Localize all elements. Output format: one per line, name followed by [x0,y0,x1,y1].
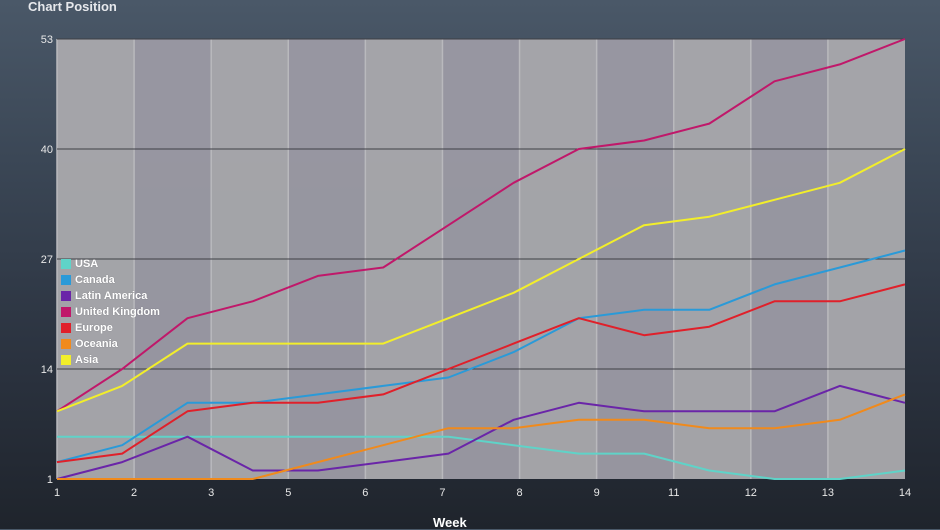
legend-item-europe[interactable]: Europe [61,321,160,335]
legend-swatch-oceania [61,339,71,349]
series-lines [56,38,906,480]
legend-swatch-usa [61,259,71,269]
y-tick-label: 40 [41,144,53,156]
series-line-asia[interactable] [56,148,906,413]
series-line-united-kingdom[interactable] [56,38,906,413]
series-line-oceania[interactable] [57,393,906,480]
y-tick-label: 27 [41,254,53,266]
series-line-europe[interactable] [56,283,906,464]
legend-swatch-asia [61,355,71,365]
legend: USA Canada Latin America United Kingdom … [61,257,160,367]
x-tick-label: 5 [285,487,291,499]
series-line-latin-america[interactable] [56,384,906,480]
x-tick-label: 14 [899,487,911,499]
x-tick-label: 13 [822,487,834,499]
y-axis-ticks: 1 14 27 40 53 [41,34,53,486]
legend-item-canada[interactable]: Canada [61,273,160,287]
x-tick-label: 9 [594,487,600,499]
series-line-usa[interactable] [57,435,906,480]
x-tick-label: 2 [131,487,137,499]
legend-swatch-canada [61,275,71,285]
legend-label: Europe [75,322,113,334]
legend-item-asia[interactable]: Asia [61,353,160,367]
legend-swatch-latin-america [61,291,71,301]
legend-item-oceania[interactable]: Oceania [61,337,160,351]
x-axis-title: Week [433,515,467,530]
x-axis-ticks: 1 2 3 5 6 7 8 9 11 12 13 14 [54,487,911,499]
x-tick-label: 11 [668,487,679,499]
y-tick-label: 1 [47,474,53,486]
legend-label: United Kingdom [75,306,160,318]
legend-label: Oceania [75,338,118,350]
x-tick-label: 6 [362,487,368,499]
gridlines [57,38,905,370]
x-tick-label: 12 [745,487,757,499]
legend-swatch-united-kingdom [61,307,71,317]
legend-label: Asia [75,354,99,366]
legend-item-usa[interactable]: USA [61,257,160,271]
legend-label: USA [75,258,99,270]
y-tick-label: 14 [41,364,53,376]
legend-label: Latin America [75,290,148,302]
legend-item-united-kingdom[interactable]: United Kingdom [61,305,160,319]
chart-title: Chart Position [28,0,117,14]
legend-label: Canada [75,274,115,286]
x-tick-label: 8 [516,487,522,499]
legend-item-latin-america[interactable]: Latin America [61,289,160,303]
x-tick-label: 7 [439,487,445,499]
legend-swatch-europe [61,323,71,333]
x-tick-label: 3 [208,487,214,499]
series-line-canada[interactable] [56,249,906,464]
y-tick-label: 53 [41,34,53,46]
x-tick-label: 1 [54,487,60,499]
